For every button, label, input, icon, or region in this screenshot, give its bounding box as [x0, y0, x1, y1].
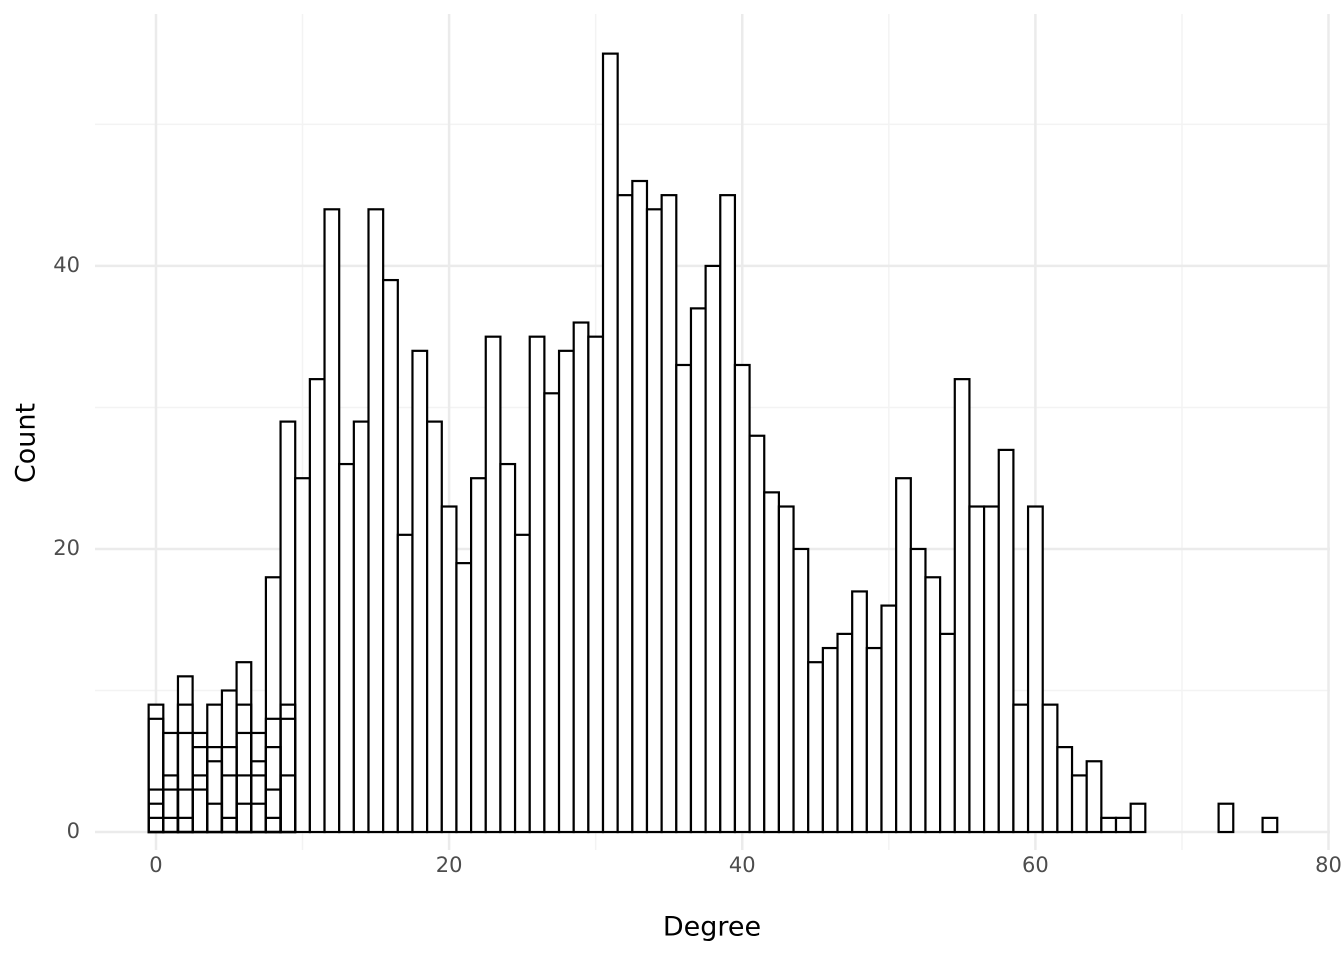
histogram-bar — [807, 661, 824, 834]
histogram-bar — [572, 321, 590, 834]
histogram-bar — [513, 533, 531, 834]
histogram-bar — [382, 278, 399, 834]
histogram-bar — [939, 632, 956, 834]
y-axis-title: Count — [11, 403, 42, 483]
histogram-bar — [455, 562, 473, 834]
histogram-bar — [631, 179, 649, 834]
histogram-bar — [733, 363, 751, 834]
histogram-bar — [836, 632, 854, 834]
histogram-bar — [777, 505, 795, 834]
histogram-bar — [264, 576, 282, 834]
y-tick-label: 20 — [53, 536, 80, 560]
histogram-bar — [176, 816, 194, 834]
histogram-bar — [469, 477, 487, 834]
x-tick-label: 80 — [1315, 853, 1342, 877]
histogram-bar — [176, 675, 194, 834]
histogram-bar — [645, 208, 663, 834]
histogram-bar — [147, 703, 165, 834]
histogram-bar — [484, 335, 502, 834]
histogram-bar — [308, 378, 326, 834]
x-tick-label: 20 — [436, 853, 463, 877]
histogram-bar — [997, 448, 1015, 834]
histogram-bar — [1217, 802, 1235, 834]
histogram-bar — [587, 335, 605, 834]
histogram-bar — [396, 533, 414, 834]
histogram-bar — [601, 52, 619, 834]
histogram-bar — [763, 491, 780, 834]
histogram-bar — [1070, 774, 1088, 834]
histogram-bar — [821, 646, 839, 834]
histogram-bar — [1261, 816, 1279, 834]
histogram-bar — [264, 816, 282, 834]
histogram-bar — [338, 462, 355, 834]
histogram-bar — [440, 505, 458, 834]
histogram-bar — [1012, 703, 1030, 834]
histogram-bar — [982, 505, 1000, 834]
histogram-bar — [426, 420, 443, 834]
histogram-bar — [851, 590, 868, 834]
histogram-bar — [719, 194, 737, 834]
histogram-bar — [323, 208, 341, 834]
histogram-bar — [235, 661, 253, 834]
histogram-bar — [865, 646, 883, 834]
histogram-bar — [411, 349, 429, 834]
histogram-bar — [704, 264, 722, 834]
histogram-bar — [968, 505, 986, 834]
histogram-bar — [1056, 746, 1074, 834]
histogram-bar — [953, 378, 971, 834]
histogram-bar — [279, 774, 297, 834]
histogram-bar — [909, 547, 927, 834]
histogram-bar — [1114, 816, 1132, 834]
histogram-bar — [675, 363, 693, 834]
histogram-bar — [660, 194, 678, 834]
histogram-bar — [294, 477, 311, 834]
histogram-bar — [895, 477, 912, 834]
histogram-bar — [792, 547, 810, 834]
histogram-bar — [250, 731, 268, 834]
histogram-bar — [616, 194, 634, 834]
histogram-bar — [748, 434, 766, 834]
histogram-bar — [1129, 802, 1147, 834]
histogram-bar — [206, 703, 224, 834]
x-tick-label: 0 — [149, 853, 162, 877]
y-tick-label: 0 — [67, 819, 80, 843]
histogram-bar — [689, 307, 707, 834]
histogram-bar — [499, 462, 517, 834]
histogram-bar — [1026, 505, 1044, 834]
histogram-bar — [1085, 760, 1103, 834]
histogram-bar — [220, 689, 238, 834]
histogram-bar — [924, 576, 942, 834]
histogram-bar — [557, 349, 575, 834]
histogram-bar — [528, 335, 546, 834]
histogram-bar — [1041, 703, 1059, 834]
x-tick-label: 40 — [729, 853, 756, 877]
histogram-bar — [1100, 816, 1118, 834]
histogram-bar — [367, 208, 385, 834]
histogram-bar — [235, 802, 253, 834]
histogram-bar — [147, 816, 165, 834]
histogram-bar — [880, 604, 898, 834]
y-tick-label: 40 — [53, 253, 80, 277]
x-tick-label: 60 — [1022, 853, 1049, 877]
histogram-bar — [352, 420, 370, 834]
x-axis-title: Degree — [663, 912, 761, 943]
histogram-bar — [543, 392, 561, 834]
histogram-bar — [279, 420, 297, 834]
